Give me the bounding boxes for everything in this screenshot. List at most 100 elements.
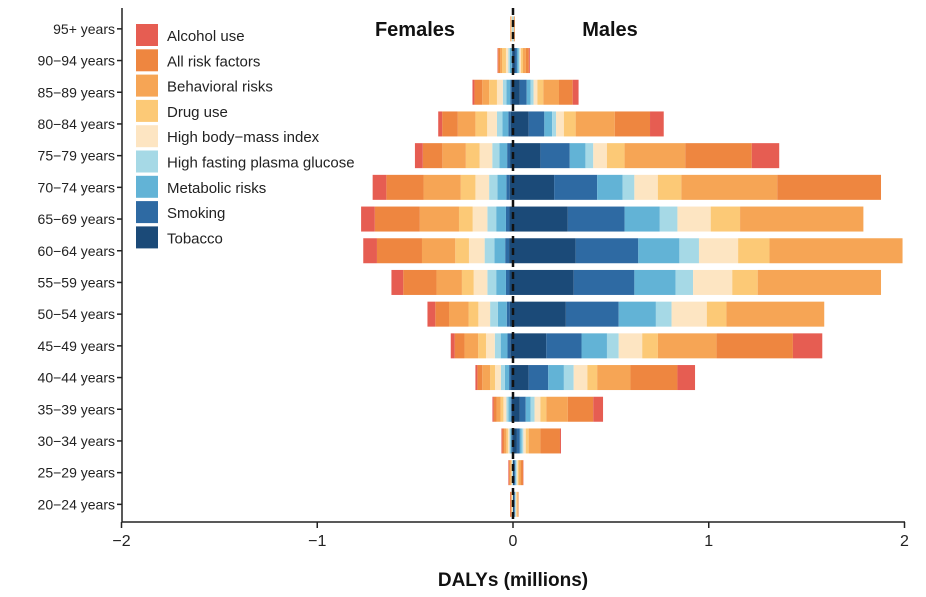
y-tick-label: 35−39 years: [38, 401, 115, 417]
bar-female-8-14: [498, 48, 499, 73]
legend-item-label: High fasting plasma glucose: [167, 155, 355, 172]
bar-female-4-4: [495, 365, 501, 390]
bar-female-3-7: [487, 270, 496, 295]
bar-male-4-10: [634, 175, 657, 200]
bar-male-2-11: [570, 143, 586, 168]
bar-male-1-8: [576, 238, 639, 263]
legend-swatch: [136, 176, 158, 198]
bar-male-5-5: [642, 333, 658, 358]
bar-male-5-2: [526, 428, 529, 453]
bar-female-7-1: [509, 460, 510, 485]
bar-female-7-10: [386, 175, 423, 200]
y-tick-label: 95+ years: [53, 21, 115, 37]
bar-male-4-12: [556, 111, 564, 136]
bar-female-7-14: [498, 48, 500, 73]
bar-female-7-2: [502, 428, 504, 453]
bar-male-3-5: [607, 333, 619, 358]
bar-female-2-8: [494, 238, 505, 263]
bar-male-7-13: [559, 80, 573, 105]
bar-female-1-12: [508, 111, 510, 136]
bar-female-2-12: [502, 111, 508, 136]
bar-male-8-14: [529, 48, 530, 73]
bar-female-7-4: [477, 365, 482, 390]
bar-male-5-8: [738, 238, 769, 263]
bar-male-7-3: [568, 397, 593, 422]
bar-male-1-12: [529, 111, 545, 136]
bar-male-1-4: [529, 365, 549, 390]
bar-female-6-14: [500, 48, 502, 73]
bar-female-8-5: [451, 333, 455, 358]
bars-layer: [361, 16, 902, 516]
bar-female-1-10: [506, 175, 509, 200]
bar-male-6-14: [523, 48, 526, 73]
bar-female-8-7: [391, 270, 403, 295]
bar-male-7-4: [630, 365, 677, 390]
bar-female-5-12: [475, 111, 487, 136]
bar-male-2-5: [582, 333, 607, 358]
bar-male-7-1: [521, 460, 523, 485]
bar-male-2-8: [638, 238, 679, 263]
bar-male-3-13: [531, 80, 534, 105]
bar-male-4-11: [593, 143, 607, 168]
x-tick-label: −1: [308, 533, 326, 550]
bar-female-6-8: [422, 238, 455, 263]
y-tick-label: 75−79 years: [38, 148, 115, 164]
bar-male-1-2: [517, 428, 520, 453]
bar-male-6-7: [758, 270, 881, 295]
bar-male-3-8: [679, 238, 699, 263]
bar-female-1-8: [505, 238, 509, 263]
bar-female-8-9: [361, 207, 375, 232]
bar-male-6-2: [529, 428, 541, 453]
bar-male-6-12: [576, 111, 615, 136]
bar-male-5-7: [732, 270, 757, 295]
x-tick-label: 1: [704, 533, 713, 550]
bar-female-6-11: [442, 143, 465, 168]
bar-female-8-12: [438, 111, 442, 136]
bar-male-6-0: [517, 492, 518, 517]
bar-female-3-10: [489, 175, 497, 200]
bar-female-4-3: [503, 397, 506, 422]
bar-male-1-1: [514, 460, 515, 485]
bar-female-4-7: [474, 270, 488, 295]
bar-female-7-9: [375, 207, 420, 232]
bar-male-5-6: [707, 302, 727, 327]
bar-male-7-12: [615, 111, 650, 136]
x-tick-label: 2: [900, 533, 909, 550]
bar-male-3-4: [564, 365, 574, 390]
bar-female-8-2: [501, 428, 502, 453]
bar-female-2-13: [506, 80, 510, 105]
bar-female-2-5: [501, 333, 508, 358]
bar-female-1-5: [508, 333, 511, 358]
bar-male-6-10: [681, 175, 777, 200]
panel-label-males: Males: [582, 19, 638, 41]
legend-item-label: Metabolic risks: [167, 180, 266, 197]
bar-female-1-13: [510, 80, 511, 105]
bar-male-0-9: [513, 207, 568, 232]
bar-female-4-11: [480, 143, 493, 168]
bar-male-8-12: [650, 111, 664, 136]
bar-male-0-12: [513, 111, 529, 136]
bar-female-1-4: [509, 365, 511, 390]
bar-female-5-15: [511, 16, 512, 41]
bar-female-8-10: [373, 175, 387, 200]
bar-male-5-9: [711, 207, 740, 232]
bar-male-0-7: [513, 270, 574, 295]
bar-male-6-8: [769, 238, 902, 263]
bar-male-5-14: [521, 48, 523, 73]
bar-female-3-5: [495, 333, 501, 358]
bar-male-8-3: [593, 397, 603, 422]
bar-male-2-14: [517, 48, 519, 73]
bar-male-1-3: [520, 397, 526, 422]
bar-male-3-2: [522, 428, 524, 453]
bar-female-4-2: [508, 428, 510, 453]
bar-male-8-5: [793, 333, 822, 358]
bar-female-8-11: [415, 143, 423, 168]
bar-male-6-4: [597, 365, 630, 390]
bar-male-2-1: [515, 460, 516, 485]
bar-female-5-4: [490, 365, 495, 390]
bar-male-2-6: [619, 302, 656, 327]
bar-male-4-14: [520, 48, 521, 73]
bar-female-3-12: [497, 111, 502, 136]
